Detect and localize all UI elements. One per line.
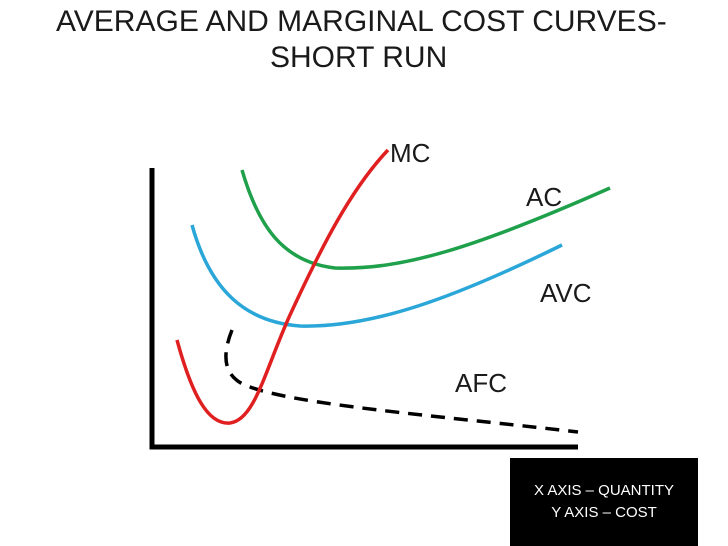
ac-curve [240,169,611,270]
title-line-1: AVERAGE AND MARGINAL COST CURVES- [56,5,667,38]
mc-curve [175,148,390,425]
axes [149,168,578,450]
axis-legend-box: X AXIS – QUANTITY Y AXIS – COST [510,458,698,546]
afc-label: AFC [455,368,507,398]
y-axis-legend: Y AXIS – COST [551,504,657,521]
avc-curve [190,224,563,328]
afc-curve [224,329,579,434]
ac-label: AC [526,182,562,212]
avc-label: AVC [540,278,592,308]
title-line-2: SHORT RUN [270,41,448,74]
mc-label: MC [390,138,430,168]
x-axis-legend: X AXIS – QUANTITY [533,482,675,499]
